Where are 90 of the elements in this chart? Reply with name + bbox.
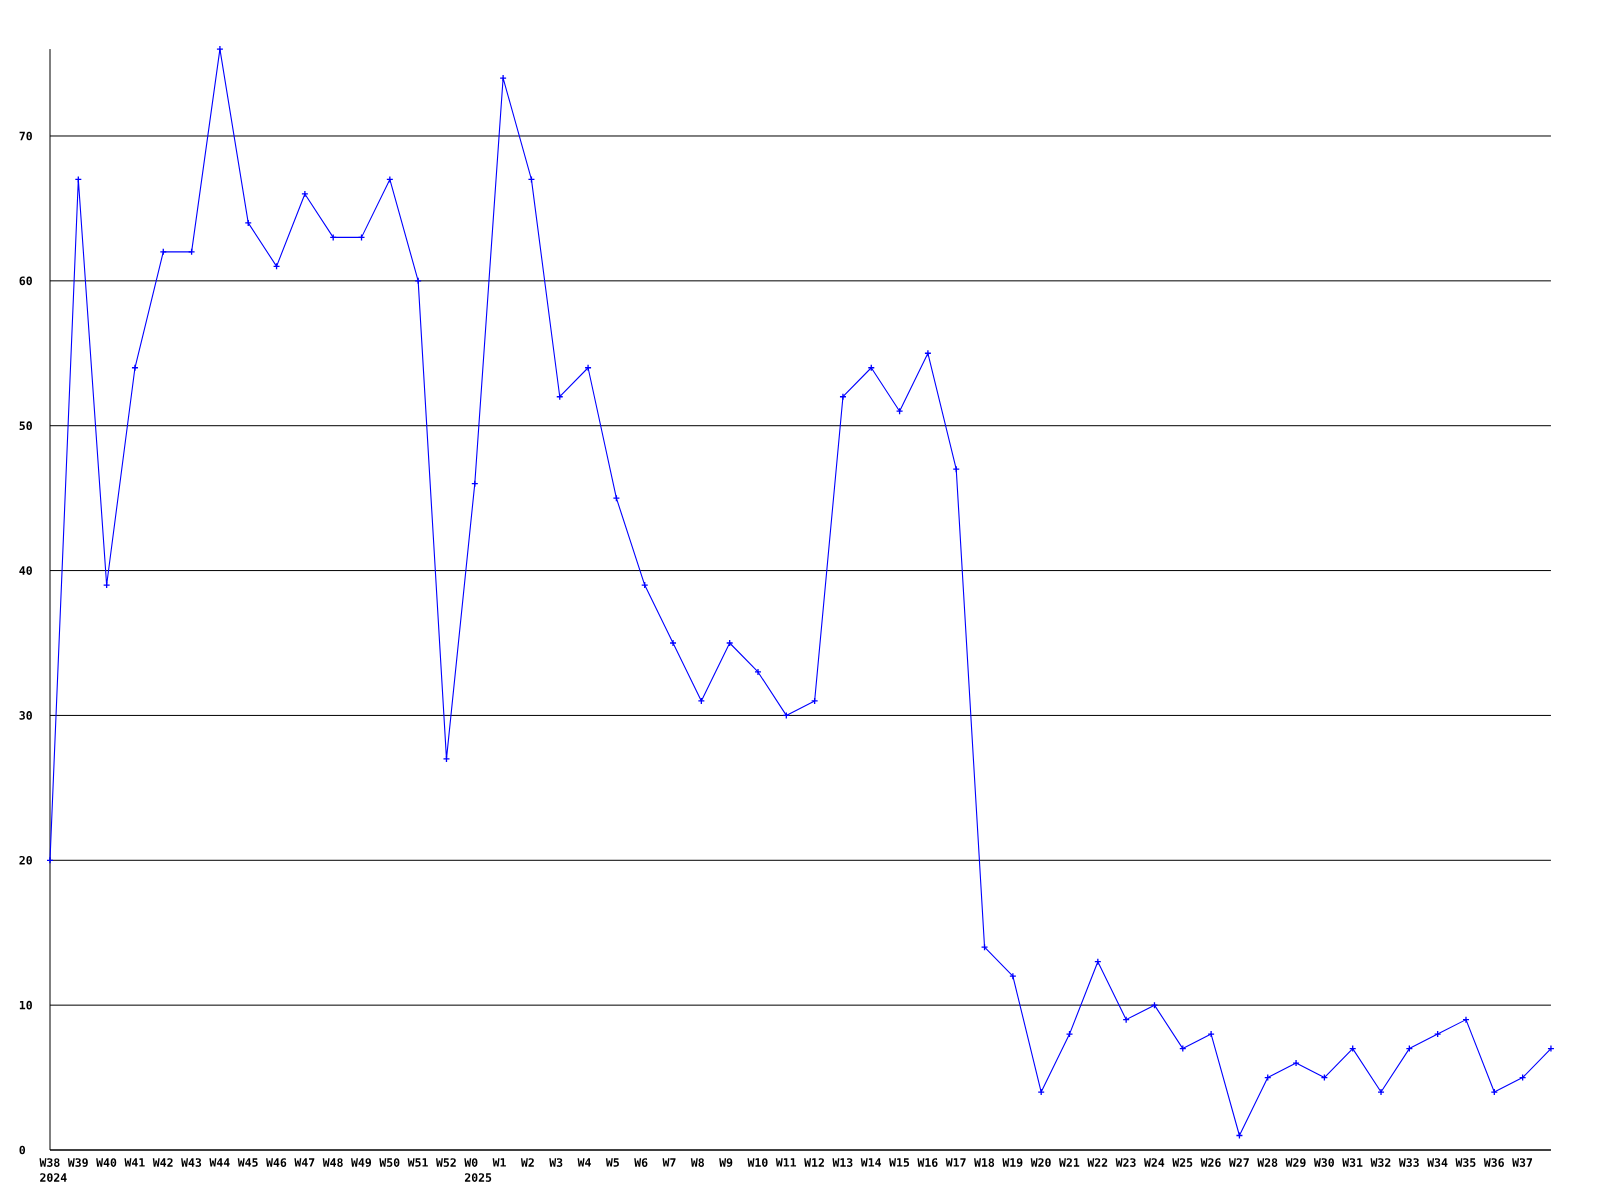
x-tick-label: W24 [1143,1158,1165,1167]
point [1434,1030,1442,1038]
x-tick-label: W50 [379,1158,400,1167]
x-tick-label: W32 [1370,1158,1391,1167]
point [697,697,706,705]
y-tick-label: 50 [19,421,32,431]
point [1490,1088,1498,1096]
x-tick-label: W10 [747,1158,768,1167]
x-tick-label: W34 [1427,1158,1448,1167]
x-tick-label: W22 [1087,1158,1108,1167]
x-tick-label: W23 [1115,1158,1136,1167]
point [1377,1088,1385,1096]
x-tick-label: W44 [209,1158,230,1167]
x-tick-label: W1 [492,1158,506,1167]
y-tick-label: 60 [19,276,32,286]
x-tick-label: W45 [237,1158,258,1167]
x-tick-label: W46 [266,1158,287,1167]
x-tick-label: W20 [1030,1158,1051,1167]
point [244,219,252,227]
x-tick-label: W18 [974,1158,995,1167]
x-tick-label: W0 2025 [464,1158,492,1182]
x-tick-label: W11 [775,1158,797,1167]
x-tick-label: W7 [662,1158,676,1167]
x-tick-label: W49 [351,1158,372,1167]
x-tick-label: W42 [152,1158,173,1167]
x-tick-label: W12 [804,1158,824,1167]
point [1150,1001,1159,1009]
point [839,393,847,401]
point [754,668,762,676]
y-tick-label: 30 [19,711,32,720]
x-tick-label: W21 [1059,1158,1080,1167]
point [584,364,592,372]
y-tick-label: 20 [19,855,32,865]
y-tick-label: 40 [19,566,32,575]
x-tick-label: W9 [719,1158,733,1167]
point [1065,1030,1074,1038]
x-tick-label: W19 [1002,1158,1023,1167]
x-tick-label: W51 [407,1158,428,1167]
point [641,581,649,589]
x-tick-label: W36 [1483,1158,1504,1167]
x-tick-label: W14 [860,1158,882,1167]
x-tick-label: W43 [181,1158,202,1167]
x-tick-label: W38 2024 [39,1158,67,1182]
point [442,755,451,763]
point [612,494,621,502]
x-tick-label: W13 [832,1158,853,1167]
x-tick-label: W6 [634,1158,648,1167]
point [159,248,167,256]
x-tick-label: W52 [435,1158,456,1167]
point [1462,1015,1470,1024]
x-tick-label: W15 [889,1158,910,1167]
x-tick-label: W30 [1313,1158,1334,1167]
point [810,697,819,705]
x-tick-label: W5 [605,1158,619,1167]
x-tick-label: W16 [917,1158,938,1167]
point [1292,1059,1300,1067]
x-tick-label: W47 [294,1158,315,1167]
x-tick-label: W37 [1512,1158,1533,1167]
x-tick-label: W41 [124,1158,145,1167]
x-tick-label: W39 [67,1158,88,1167]
x-tick-label: W17 [945,1158,966,1167]
x-tick-label: W48 [322,1158,343,1167]
point [1037,1088,1045,1096]
point [187,248,196,256]
point [102,581,111,589]
x-tick-label: W8 [690,1158,704,1167]
point [499,74,507,82]
point [1009,972,1017,980]
point [301,190,309,198]
x-tick-label: W33 [1398,1158,1419,1167]
x-tick-label: W26 [1200,1158,1221,1167]
x-tick-label: W40 [96,1158,117,1167]
x-tick-label: W25 [1172,1158,1193,1167]
y-tick-label: 10 [19,1000,32,1010]
point [216,45,224,53]
point [924,349,932,357]
x-tick-label: W2 [520,1158,534,1167]
point [669,639,677,647]
x-tick-label: W31 [1342,1158,1363,1167]
x-tick-label: W4 [577,1158,591,1167]
point [131,364,139,372]
y-tick-label: 70 [19,131,32,141]
x-tick-label: W35 [1455,1158,1476,1167]
y-tick-label: 0 [19,1145,26,1155]
x-tick-label: W27 [1228,1158,1249,1167]
point [726,639,734,647]
x-tick-label: W3 [549,1158,563,1167]
point [1207,1030,1215,1038]
x-tick-label: W29 [1285,1158,1306,1167]
x-tick-label: W28 [1257,1158,1278,1167]
